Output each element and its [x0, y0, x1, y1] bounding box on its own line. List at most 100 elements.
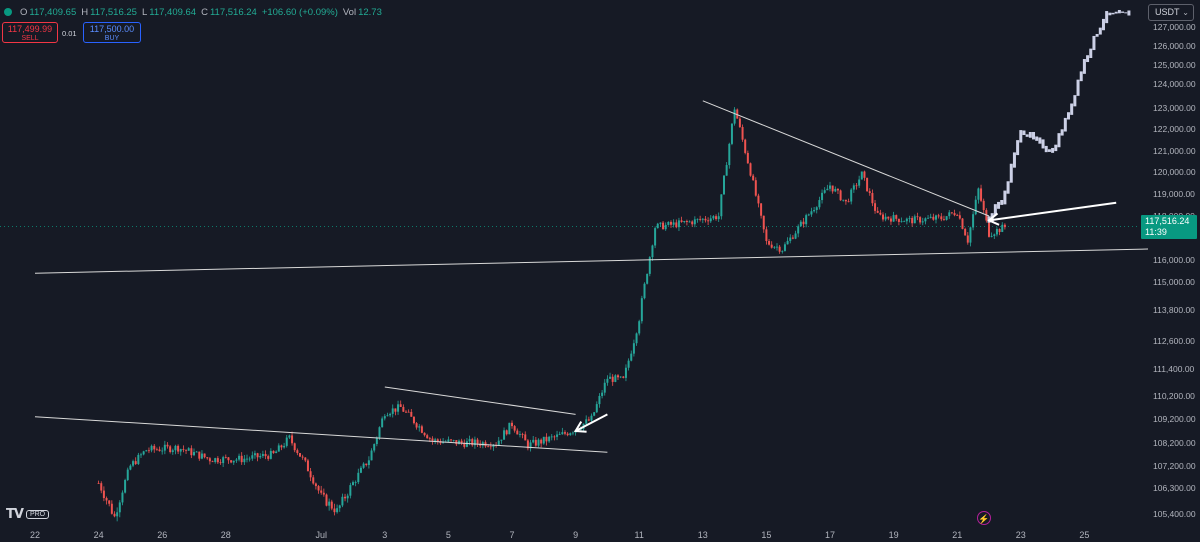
- time-tick-label: Jul: [315, 530, 327, 540]
- candle: [132, 459, 135, 468]
- candle-body: [309, 471, 312, 478]
- candle: [147, 447, 150, 454]
- price-axis[interactable]: 127,000.00 126,000.00 125,000.00 124,000.00…: [1153, 22, 1196, 519]
- candle: [860, 171, 863, 180]
- currency-selector[interactable]: USDT ⌄: [1148, 4, 1194, 21]
- time-tick-label: 19: [889, 530, 899, 540]
- candle-body: [489, 446, 492, 448]
- candle-body: [423, 432, 426, 436]
- candle: [643, 282, 646, 300]
- candle-body: [699, 218, 702, 220]
- sell-button[interactable]: 117,499.99 SELL: [2, 22, 58, 43]
- candle: [431, 436, 434, 445]
- candle-body: [405, 411, 407, 413]
- candle: [513, 425, 516, 433]
- candle-body: [516, 430, 519, 435]
- candle: [805, 213, 808, 228]
- candle: [675, 219, 678, 229]
- candle: [757, 193, 760, 208]
- candle-body: [635, 333, 638, 344]
- candle: [182, 445, 185, 453]
- candle: [458, 439, 460, 445]
- candle-body: [680, 220, 683, 222]
- candle-body: [571, 432, 574, 434]
- projection-bar: [1016, 140, 1020, 156]
- trendline: [384, 386, 576, 415]
- candle-body: [182, 449, 185, 450]
- candle-body: [100, 483, 103, 491]
- candle-body: [831, 185, 834, 192]
- candle-body: [487, 446, 490, 448]
- ohlc-legend: O 117,409.65 H 117,516.25 L 117,409.64 C…: [4, 4, 385, 20]
- candle-body: [776, 246, 778, 248]
- candle: [230, 459, 233, 464]
- candle: [359, 465, 362, 474]
- buy-button[interactable]: 117,500.00 BUY: [83, 22, 141, 43]
- candle: [656, 222, 659, 229]
- price-tick-label: 121,000.00: [1153, 146, 1196, 156]
- candle-body: [193, 452, 195, 456]
- candle-body: [805, 215, 808, 225]
- candle-body: [529, 442, 532, 449]
- candle: [624, 364, 627, 382]
- candle-body: [606, 378, 609, 383]
- candle: [508, 422, 511, 435]
- price-tick-label: 125,000.00: [1153, 60, 1196, 70]
- candle: [288, 434, 291, 440]
- candle: [142, 450, 145, 456]
- candle: [972, 211, 975, 231]
- candle: [540, 438, 543, 448]
- projection-bar: [1000, 199, 1004, 205]
- candle: [558, 431, 561, 436]
- candle-body: [728, 143, 731, 166]
- candle-body: [802, 221, 805, 225]
- candle-body: [712, 216, 715, 219]
- candle: [185, 449, 188, 455]
- candle: [116, 507, 119, 522]
- projection-bar: [1025, 134, 1029, 137]
- candle-body: [553, 436, 556, 438]
- time-axis[interactable]: 22 24 26 28 Jul 3 5 7 9 11 13 15 17 19 21 23 25: [30, 530, 1089, 540]
- candle-body: [211, 461, 214, 463]
- candle: [866, 177, 869, 192]
- candle: [561, 427, 564, 435]
- candle-body: [672, 222, 675, 225]
- candle-body: [232, 460, 235, 463]
- candle-body: [974, 199, 977, 215]
- candle: [632, 339, 635, 357]
- candle-body: [383, 416, 386, 419]
- candle: [672, 219, 675, 228]
- bar-countdown: 11:39: [1145, 226, 1167, 237]
- candle-body: [850, 189, 853, 202]
- candle: [240, 452, 243, 465]
- candle: [124, 478, 127, 494]
- candle-body: [566, 433, 569, 436]
- candle-body: [829, 185, 831, 189]
- tradingview-logo[interactable]: TV PRO: [6, 507, 50, 522]
- candle: [330, 499, 333, 511]
- volume-label: Vol: [342, 6, 357, 18]
- projection-bar: [1101, 18, 1105, 31]
- candle: [858, 175, 861, 188]
- close-label: C: [201, 6, 208, 18]
- candle-body: [905, 218, 908, 222]
- candle: [781, 250, 784, 254]
- candle: [603, 379, 606, 396]
- projection-bar: [1057, 133, 1061, 148]
- lightning-icon[interactable]: ⚡: [977, 511, 991, 525]
- candle-body: [97, 483, 100, 484]
- candle: [402, 404, 405, 412]
- candle: [609, 372, 612, 379]
- candle-body: [709, 218, 712, 222]
- price-tick-label: 105,400.00: [1153, 509, 1196, 519]
- candle-body: [190, 448, 193, 456]
- candle: [526, 439, 529, 451]
- sell-price: 117,499.99: [7, 24, 53, 34]
- candle: [677, 217, 680, 231]
- candle: [723, 174, 725, 195]
- candle: [214, 457, 217, 464]
- candle-body: [632, 343, 635, 354]
- candle: [545, 433, 548, 446]
- buy-label: BUY: [104, 35, 120, 42]
